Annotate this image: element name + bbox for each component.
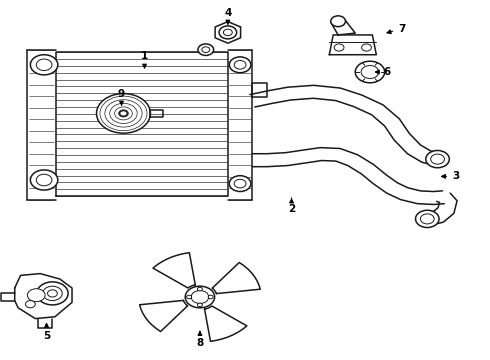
Circle shape	[43, 286, 62, 301]
Circle shape	[37, 282, 68, 305]
Polygon shape	[15, 274, 72, 319]
Circle shape	[208, 295, 213, 299]
Polygon shape	[204, 306, 247, 341]
Text: 3: 3	[441, 171, 459, 181]
Text: 4: 4	[224, 8, 232, 24]
Polygon shape	[153, 253, 196, 288]
Polygon shape	[331, 21, 355, 35]
Circle shape	[197, 303, 202, 307]
Circle shape	[234, 179, 246, 188]
Polygon shape	[1, 293, 15, 301]
Circle shape	[25, 301, 35, 308]
Circle shape	[115, 107, 132, 120]
Circle shape	[185, 286, 215, 308]
Circle shape	[105, 100, 142, 127]
Polygon shape	[212, 262, 260, 294]
Circle shape	[100, 96, 147, 131]
Circle shape	[219, 26, 237, 39]
Circle shape	[198, 44, 214, 55]
Circle shape	[234, 60, 246, 69]
Circle shape	[191, 291, 209, 303]
Circle shape	[420, 214, 434, 224]
Circle shape	[334, 44, 344, 51]
Polygon shape	[27, 50, 252, 200]
Circle shape	[223, 29, 232, 36]
Text: 6: 6	[375, 67, 391, 77]
Circle shape	[110, 103, 137, 123]
Circle shape	[202, 47, 210, 53]
Polygon shape	[250, 85, 439, 165]
Circle shape	[229, 57, 251, 73]
Polygon shape	[140, 300, 188, 332]
Text: 5: 5	[43, 323, 50, 341]
Text: 9: 9	[118, 89, 125, 105]
Polygon shape	[426, 193, 457, 225]
Polygon shape	[252, 148, 444, 204]
Circle shape	[27, 289, 45, 302]
Circle shape	[197, 287, 202, 291]
Circle shape	[30, 55, 58, 75]
Text: 2: 2	[288, 198, 295, 214]
Text: 1: 1	[141, 51, 148, 68]
Polygon shape	[215, 22, 241, 43]
Circle shape	[30, 170, 58, 190]
Circle shape	[416, 210, 439, 228]
Text: 8: 8	[196, 332, 203, 348]
Circle shape	[426, 150, 449, 168]
Polygon shape	[38, 319, 52, 328]
Circle shape	[119, 110, 128, 117]
Circle shape	[229, 176, 251, 192]
Circle shape	[48, 290, 57, 297]
Circle shape	[120, 111, 127, 116]
Polygon shape	[27, 50, 56, 200]
Circle shape	[361, 66, 379, 78]
Polygon shape	[228, 50, 252, 200]
Circle shape	[362, 44, 371, 51]
Circle shape	[355, 61, 385, 83]
Circle shape	[187, 295, 192, 299]
Circle shape	[331, 16, 345, 27]
Text: 7: 7	[387, 24, 406, 34]
Polygon shape	[329, 35, 376, 55]
Circle shape	[36, 59, 52, 71]
Circle shape	[431, 154, 444, 164]
Circle shape	[36, 174, 52, 186]
Circle shape	[97, 94, 150, 133]
